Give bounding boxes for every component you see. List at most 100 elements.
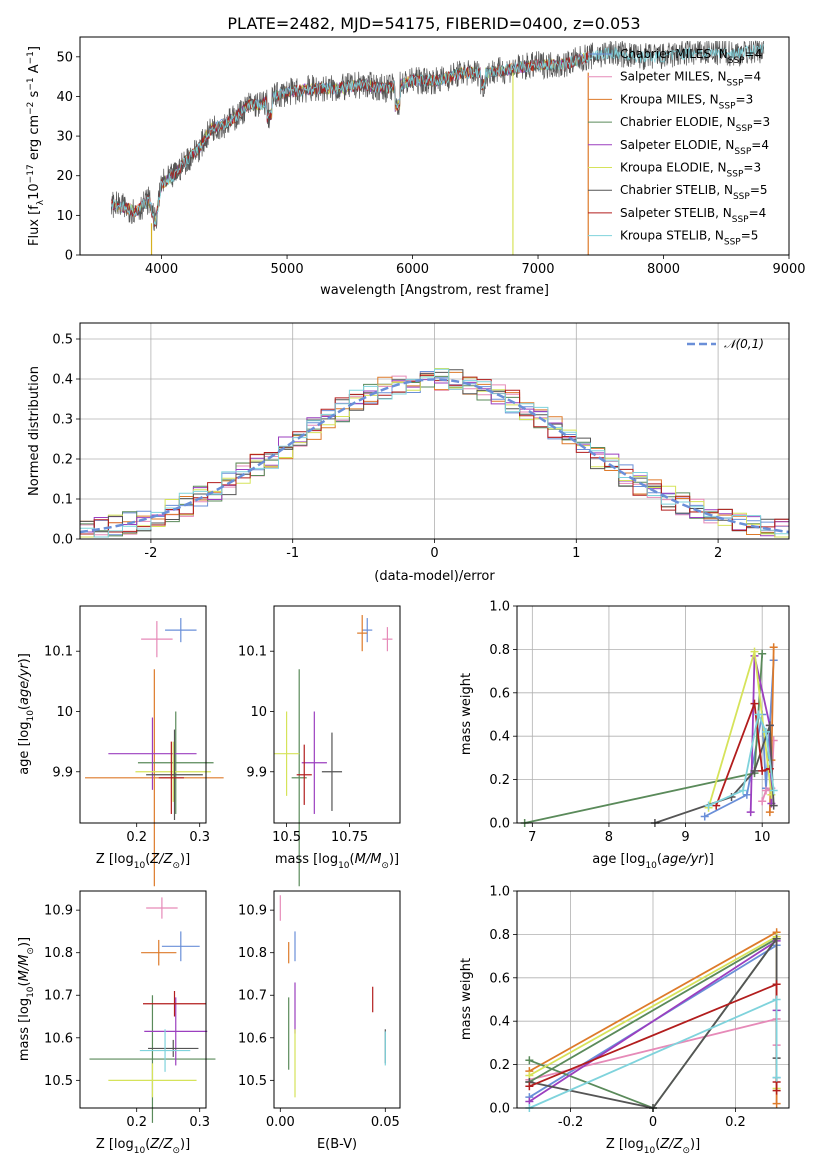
text-part: E(B-V) — [317, 1137, 357, 1152]
axes-frame — [79, 605, 207, 824]
error-point — [321, 732, 343, 811]
weight-marker — [772, 995, 781, 1004]
y-tick-label: 50 — [56, 50, 73, 65]
gaussian-curve — [79, 378, 790, 534]
legend-entry: Chabrier ELODIE, NSSP=3 — [620, 115, 770, 134]
x-tick-label: 10.5 — [272, 830, 301, 845]
x-axis-label: mass [log10(M/M⊙)] — [275, 852, 399, 871]
y-tick-label: 0.0 — [52, 533, 73, 548]
x-tick-label: 5000 — [271, 262, 304, 277]
error-point — [141, 939, 177, 966]
y-axis-label: age [log10(age/yr)] — [17, 653, 36, 775]
text-part: s — [27, 90, 42, 101]
axes-frame — [79, 36, 790, 256]
legend-text-part: =4 — [749, 206, 767, 220]
legend-entry: Kroupa MILES, NSSP=3 — [620, 92, 753, 111]
y-axis-label: mass weight — [459, 673, 474, 755]
y-axis-label: Flux [fλ10−17 erg cm−2 s−1 A−1] — [26, 46, 46, 246]
x-axis-label: Z [log10(Z/Z⊙)] — [606, 1137, 700, 1156]
x-tick-label: 0.3 — [189, 1115, 210, 1130]
legend-text-part: SSP — [724, 238, 741, 248]
text-part: ( — [145, 1137, 150, 1152]
y-tick-label: 0.1 — [52, 493, 73, 508]
text-part: λ — [36, 199, 46, 205]
error-point — [143, 990, 206, 1017]
legend-text-part: Kroupa STELIB, N — [620, 229, 724, 243]
spectrum-line-8 — [111, 44, 764, 225]
legend-text-part: Kroupa MILES, N — [620, 92, 719, 106]
x-axis-label: E(B-V) — [317, 1137, 357, 1152]
axes-frame — [273, 890, 401, 1109]
y-tick-label: 10 — [250, 705, 267, 720]
weight-marker — [772, 934, 781, 943]
text-part: mass [log — [17, 998, 32, 1061]
y-tick-label: 0.2 — [52, 453, 73, 468]
residual-histogram-8 — [80, 368, 789, 538]
x-tick-label: 1 — [572, 546, 580, 561]
x-tick-label: 4000 — [145, 262, 178, 277]
weight-marker — [772, 1073, 781, 1082]
plot-area — [79, 368, 790, 538]
weight-marker — [765, 721, 774, 730]
y-tick-label: 10.9 — [44, 904, 73, 919]
error-point — [382, 627, 393, 652]
weight-marker — [772, 1099, 781, 1108]
text-part: age/yr — [662, 852, 705, 867]
x-tick-label: -0.2 — [558, 1115, 583, 1130]
legend-text-part: Chabrier ELODIE, N — [620, 115, 736, 129]
y-tick-label: 10.6 — [238, 1031, 267, 1046]
text-part: ⊙ — [172, 861, 180, 871]
x-tick-label: 10 — [754, 830, 771, 845]
text-part: −1 — [26, 51, 36, 64]
legend-text-part: Chabrier STELIB, N — [620, 183, 733, 197]
text-part: Z/Z — [149, 1137, 173, 1152]
plot-area — [525, 928, 781, 1112]
text-part: ( — [17, 705, 32, 710]
y-tick-label: 0.6 — [489, 686, 510, 701]
error-point — [135, 741, 212, 802]
spectrum-line-1 — [111, 52, 589, 226]
weight-marker — [758, 649, 767, 658]
legend-entry: 𝒩(0,1) — [724, 337, 764, 351]
text-part: ⊙ — [682, 1146, 690, 1156]
text-part: −17 — [26, 164, 36, 183]
text-part: )] — [17, 653, 32, 663]
legend-entry: Chabrier MILES, NSSP=4 — [620, 47, 762, 66]
text-part: ( — [350, 852, 355, 867]
legend-text-part: =3 — [752, 115, 770, 129]
error-point — [146, 897, 178, 919]
weight-series-7 — [715, 703, 771, 806]
text-part: erg cm — [27, 115, 42, 164]
axes-frame — [516, 605, 790, 824]
plot-area — [520, 643, 778, 827]
y-tick-label: 0.6 — [489, 971, 510, 986]
text-part: Z [log — [96, 1137, 134, 1152]
legend-text-part: Salpeter ELODIE, N — [620, 138, 734, 152]
x-tick-label: 0.2 — [126, 830, 147, 845]
text-part: Z/Z — [149, 852, 173, 867]
y-tick-label: 1.0 — [489, 885, 510, 900]
y-tick-label: 10.9 — [238, 904, 267, 919]
error-point — [108, 1063, 197, 1098]
error-point — [139, 1029, 191, 1072]
text-part: ( — [657, 852, 662, 867]
text-part: mass [log — [275, 852, 338, 867]
legend-text-part: SSP — [719, 101, 736, 111]
legend-entry: Salpeter MILES, NSSP=4 — [620, 70, 761, 89]
y-tick-label: 0.8 — [489, 928, 510, 943]
error-point — [85, 669, 224, 887]
legend-text-part: =5 — [750, 183, 768, 197]
legend-text-part: =3 — [736, 92, 754, 106]
text-part: 10 — [26, 986, 36, 998]
legend-entry: Chabrier STELIB, NSSP=5 — [620, 183, 768, 202]
y-tick-label: 0.3 — [52, 413, 73, 428]
legend-entry: Salpeter STELIB, NSSP=4 — [620, 206, 766, 225]
error-point — [108, 717, 197, 790]
x-tick-label: 0 — [649, 1115, 657, 1130]
legend-text-part: SSP — [728, 56, 745, 66]
y-tick-label: 10.1 — [238, 645, 267, 660]
text-part: 10 — [26, 710, 36, 722]
y-tick-label: 9.9 — [246, 765, 267, 780]
